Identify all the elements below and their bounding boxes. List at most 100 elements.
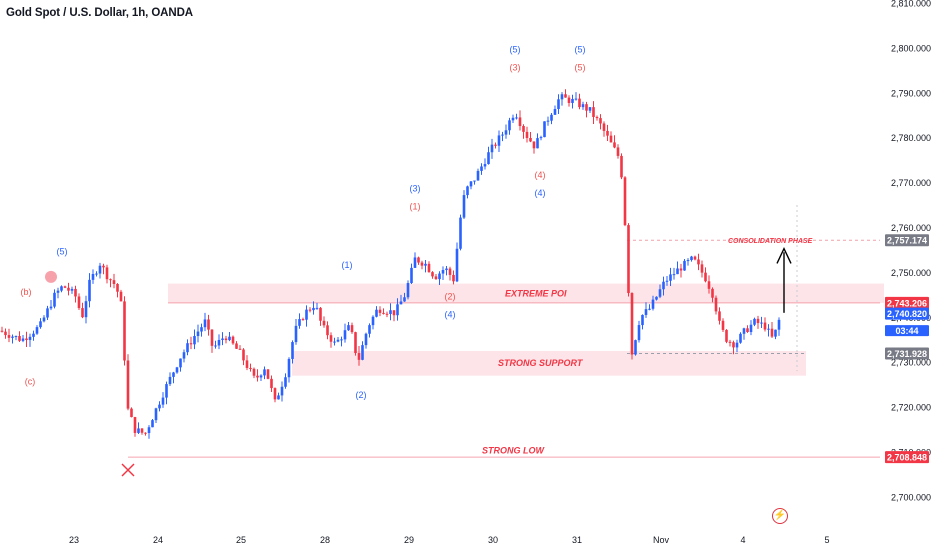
price-label: 2,708.848 <box>885 451 929 464</box>
candle-body <box>756 318 760 324</box>
wave-label: (4) <box>535 170 546 180</box>
y-tick-label: 2,810.000 <box>891 0 931 9</box>
candle-body <box>130 408 133 418</box>
candle-body <box>452 274 455 282</box>
candle-body <box>319 307 322 321</box>
candle-body <box>525 131 529 139</box>
zone-strong-support <box>292 350 806 376</box>
candle-body <box>434 276 438 280</box>
candle-body <box>760 322 763 324</box>
candle-body <box>56 290 60 293</box>
candle-body <box>151 420 154 428</box>
candle-body <box>522 125 525 132</box>
candle-body <box>686 260 690 262</box>
candle-body <box>11 336 14 338</box>
y-tick-label: 2,770.000 <box>891 178 931 188</box>
price-label-bg <box>885 325 929 337</box>
candle-body <box>144 432 147 434</box>
candle-body <box>249 367 252 369</box>
candle-body <box>725 329 728 342</box>
candle-body <box>518 117 522 126</box>
candle-body <box>662 281 665 290</box>
candle-body <box>315 307 319 309</box>
candle-body <box>172 372 175 377</box>
candle-body <box>732 342 735 348</box>
price-label-bg <box>885 296 929 309</box>
price-label: 2,757.174 <box>885 234 929 247</box>
price-label-text: 2,740.820 <box>887 309 927 319</box>
x-tick-label: 28 <box>320 535 330 545</box>
candle-body <box>84 301 88 318</box>
candle-body <box>543 121 546 138</box>
candle-body <box>196 331 200 337</box>
candle-body <box>511 117 515 121</box>
candle-body <box>746 328 749 333</box>
candle-body <box>35 327 39 334</box>
zone-extreme-poi <box>168 283 884 303</box>
candle-body <box>403 297 406 302</box>
candle-body <box>280 386 284 396</box>
lightning-icon[interactable]: ⚡ <box>772 508 788 524</box>
candle-body <box>546 120 550 122</box>
candle-body <box>571 98 574 103</box>
candle-body <box>623 177 627 226</box>
candle-body <box>438 273 441 280</box>
candle-body <box>266 369 270 379</box>
wave-label: (3) <box>410 184 421 194</box>
price-label-text: 2,757.174 <box>887 236 927 246</box>
candle-body <box>567 97 571 103</box>
candle-body <box>137 428 140 433</box>
candle-body <box>739 333 742 343</box>
candle-body <box>651 299 655 309</box>
candle-body <box>501 134 504 136</box>
candle-body <box>21 338 25 341</box>
price-label-text: 03:44 <box>895 326 918 336</box>
candle-body <box>588 107 592 111</box>
candle-body <box>140 428 144 433</box>
candle-body <box>721 320 725 330</box>
candle-body <box>378 309 382 313</box>
candle-body <box>718 311 721 321</box>
candle-body <box>14 336 18 338</box>
candle-body <box>77 296 81 309</box>
candle-body <box>203 319 207 328</box>
candle-body <box>707 281 711 289</box>
wave-label: (2) <box>445 291 456 301</box>
candle-body <box>672 274 676 276</box>
chart-title: Gold Spot / U.S. Dollar, 1h, OANDA <box>6 7 194 19</box>
candle-body <box>259 375 263 378</box>
candle-body <box>508 120 511 131</box>
candle-body <box>242 349 245 361</box>
candle-body <box>693 256 697 260</box>
candle-body <box>305 309 308 320</box>
candle-body <box>697 259 700 265</box>
candle-body <box>473 180 476 182</box>
wave-label: (4) <box>535 188 546 198</box>
candle-body <box>95 273 98 275</box>
candle-body <box>252 368 256 376</box>
candle-body <box>109 279 112 281</box>
candle-body <box>655 296 658 300</box>
wave-label: (1) <box>342 260 353 270</box>
candle-body <box>333 341 336 343</box>
candle-body <box>396 304 399 316</box>
candle-body <box>126 360 130 409</box>
candle-body <box>536 138 539 149</box>
zone-label: EXTREME POI <box>505 289 567 299</box>
price-label-bg <box>885 307 929 320</box>
candle-body <box>480 166 483 171</box>
candle-body <box>263 369 266 376</box>
wave-label: (5) <box>510 44 521 54</box>
candle-body <box>714 297 718 312</box>
candle-body <box>700 264 704 273</box>
candle-body <box>53 292 56 307</box>
candle-body <box>455 248 459 282</box>
candle-body <box>592 107 595 117</box>
candle-body <box>413 257 417 268</box>
candle-body <box>18 336 21 341</box>
price-label: 2,731.928 <box>885 347 929 360</box>
zone-label: CONSOLIDATION PHASE <box>728 238 813 245</box>
candle-body <box>476 170 480 181</box>
